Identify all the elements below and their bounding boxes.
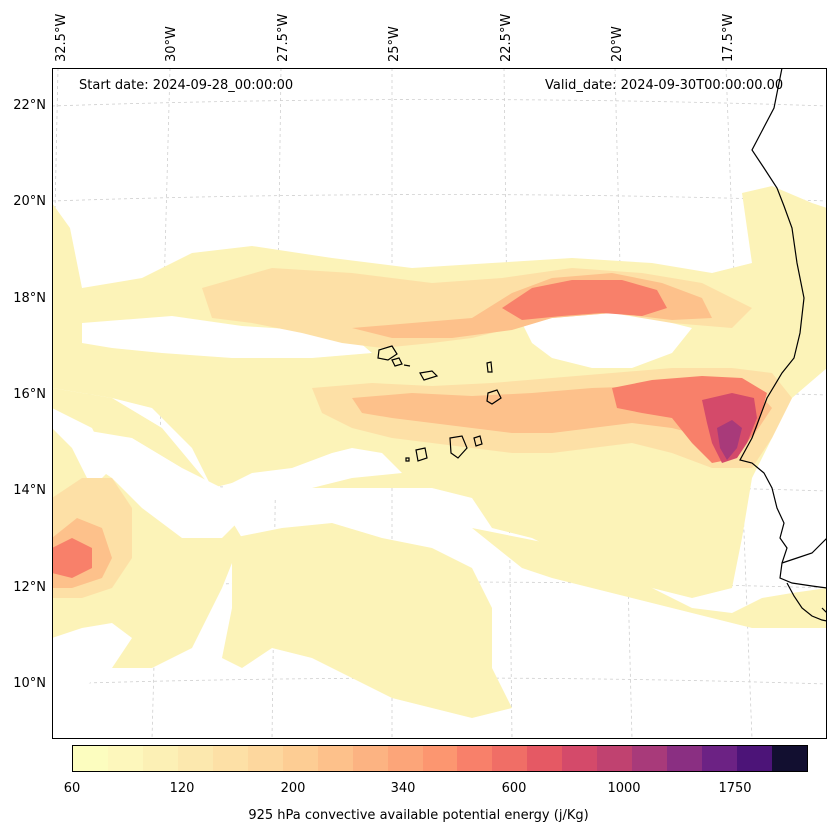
lon-label-20w: 20°W	[610, 26, 625, 62]
colorbar-segment	[177, 746, 213, 771]
map-panel	[52, 68, 827, 739]
cape-field	[52, 186, 827, 718]
colorbar-segment	[772, 746, 808, 771]
colorbar-segment	[73, 746, 108, 771]
colorbar-segment	[107, 746, 143, 771]
colorbar-segment	[212, 746, 248, 771]
colorbar-segment	[597, 746, 633, 771]
colorbar	[72, 745, 808, 772]
lat-label-20n: 20°N	[13, 194, 46, 209]
colorbar-segment	[702, 746, 738, 771]
colorbar-segment	[667, 746, 703, 771]
colorbar-segment	[282, 746, 318, 771]
lon-label-27-5w: 27.5°W	[276, 13, 291, 62]
lat-label-16n: 16°N	[13, 387, 46, 402]
lon-label-22-5w: 22.5°W	[499, 13, 514, 62]
colorbar-segment	[527, 746, 563, 771]
lon-label-25w: 25°W	[387, 26, 402, 62]
lat-label-14n: 14°N	[13, 483, 46, 498]
valid-date-label: Valid_date: 2024-09-30T00:00:00.00	[545, 78, 784, 93]
colorbar-segment	[422, 746, 458, 771]
colorbar-segment	[737, 746, 773, 771]
colorbar-segment	[562, 746, 598, 771]
colorbar-segment	[352, 746, 388, 771]
lon-label-17-5w: 17.5°W	[721, 13, 736, 62]
colorbar-tick-60: 60	[63, 781, 81, 796]
colorbar-tick-120: 120	[169, 781, 195, 796]
lat-label-22n: 22°N	[13, 98, 46, 113]
colorbar-tick-600: 600	[501, 781, 527, 796]
colorbar-tick-340: 340	[390, 781, 416, 796]
colorbar-segment	[492, 746, 528, 771]
cape-map	[52, 68, 827, 739]
lon-label-32-5w: 32.5°W	[54, 13, 69, 62]
colorbar-tick-1000: 1000	[607, 781, 641, 796]
colorbar-segment	[387, 746, 423, 771]
lat-label-12n: 12°N	[13, 580, 46, 595]
colorbar-segment	[457, 746, 493, 771]
cape-verde-islands	[377, 345, 502, 462]
colorbar-tick-1750: 1750	[718, 781, 752, 796]
colorbar-segment	[142, 746, 178, 771]
colorbar-tick-200: 200	[280, 781, 306, 796]
lat-label-10n: 10°N	[13, 676, 46, 691]
colorbar-segment	[317, 746, 353, 771]
lon-label-30w: 30°W	[164, 26, 179, 62]
lat-label-18n: 18°N	[13, 291, 46, 306]
colorbar-segment	[632, 746, 668, 771]
colorbar-segment	[247, 746, 283, 771]
colorbar-label: 925 hPa convective available potential e…	[248, 808, 589, 823]
start-date-label: Start date: 2024-09-28_00:00:00	[79, 78, 294, 93]
coastline	[739, 68, 827, 622]
